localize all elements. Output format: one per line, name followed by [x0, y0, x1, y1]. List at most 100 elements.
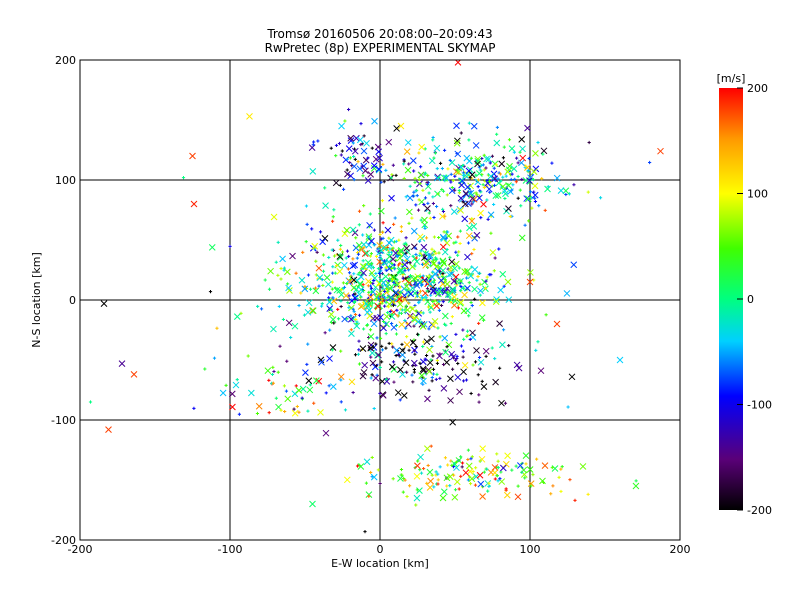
- scatter-point: [551, 465, 559, 472]
- scatter-point: [380, 348, 385, 352]
- scatter-point: [559, 489, 563, 494]
- scatter-point: [461, 349, 465, 353]
- scatter-point: [304, 204, 309, 208]
- scatter-point: [465, 329, 470, 333]
- scatter-point: [457, 188, 461, 193]
- scatter-point: [449, 321, 453, 326]
- scatter-point: [389, 250, 394, 254]
- scatter-point: [118, 360, 126, 367]
- scatter-point: [415, 291, 420, 295]
- scatter-point: [379, 392, 387, 399]
- scatter-point: [357, 223, 361, 227]
- scatter-point: [414, 256, 418, 260]
- scatter-point: [466, 468, 474, 475]
- scatter-point: [385, 239, 393, 247]
- scatter-point: [335, 264, 339, 268]
- scatter-point: [424, 296, 428, 300]
- scatter-point: [419, 471, 424, 475]
- scatter-point: [327, 297, 332, 302]
- scatter-point: [302, 369, 309, 376]
- scatter-point: [383, 296, 387, 300]
- scatter-point: [365, 323, 369, 328]
- scatter-point: [434, 204, 439, 209]
- scatter-point: [450, 277, 458, 285]
- scatter-point: [418, 289, 423, 293]
- scatter-point: [470, 223, 478, 230]
- scatter-point: [235, 378, 239, 382]
- scatter-point: [383, 304, 387, 308]
- scatter-point: [493, 356, 497, 361]
- scatter-point: [384, 301, 388, 305]
- scatter-point: [498, 160, 506, 168]
- scatter-point: [300, 396, 304, 400]
- scatter-point: [460, 465, 464, 469]
- scatter-point: [326, 298, 333, 306]
- scatter-point: [430, 473, 434, 477]
- scatter-point: [573, 498, 577, 502]
- scatter-point: [461, 173, 465, 177]
- scatter-point: [427, 388, 431, 392]
- scatter-point: [379, 237, 383, 241]
- scatter-point: [438, 269, 442, 274]
- scatter-point: [353, 157, 357, 161]
- scatter-point: [432, 235, 437, 239]
- scatter-point: [354, 236, 358, 240]
- scatter-point: [270, 372, 275, 377]
- scatter-point: [203, 367, 207, 371]
- scatter-point: [276, 240, 280, 244]
- scatter-point: [392, 222, 396, 226]
- scatter-point: [341, 315, 349, 323]
- y-tick-label: 100: [55, 174, 76, 187]
- scatter-point: [502, 284, 506, 288]
- scatter-point: [344, 256, 348, 260]
- scatter-point: [450, 208, 458, 215]
- scatter-point: [352, 154, 356, 159]
- y-tick-label: -100: [51, 414, 76, 427]
- scatter-point: [456, 361, 460, 366]
- scatter-point: [518, 234, 526, 242]
- scatter-point: [503, 401, 508, 405]
- scatter-point: [417, 453, 424, 461]
- scatter-point: [313, 377, 320, 384]
- scatter-point: [464, 253, 471, 261]
- scatter-point: [219, 389, 227, 397]
- scatter-point: [414, 344, 418, 349]
- scatter-point: [367, 344, 375, 352]
- scatter-point: [455, 168, 460, 172]
- scatter-point: [421, 382, 425, 386]
- scatter-point: [478, 282, 482, 286]
- scatter-point: [386, 295, 390, 299]
- scatter-point: [247, 389, 255, 397]
- scatter-point: [469, 329, 476, 337]
- scatter-point: [378, 481, 382, 486]
- scatter-point: [416, 233, 424, 241]
- scatter-point: [423, 226, 427, 231]
- scatter-point: [308, 144, 316, 151]
- scatter-point: [364, 177, 372, 184]
- scatter-point: [450, 271, 454, 275]
- scatter-point: [364, 259, 372, 266]
- scatter-point: [454, 250, 458, 254]
- scatter-point: [318, 230, 323, 234]
- scatter-point: [410, 359, 418, 367]
- scatter-point: [402, 476, 406, 481]
- scatter-point: [423, 445, 431, 452]
- scatter-point: [426, 201, 430, 206]
- scatter-point: [308, 383, 312, 387]
- scatter-point: [302, 313, 307, 317]
- chart-subtitle: RwPretec (8p) EXPERIMENTAL SKYMAP: [265, 41, 496, 55]
- scatter-point: [456, 388, 463, 396]
- scatter-point: [352, 310, 356, 314]
- scatter-point: [340, 261, 348, 269]
- scatter-point: [330, 297, 338, 305]
- scatter-point: [279, 277, 283, 281]
- scatter-point: [473, 360, 478, 364]
- scatter-point: [474, 157, 482, 165]
- scatter-point: [404, 241, 408, 245]
- scatter-point: [522, 452, 530, 459]
- scatter-point: [339, 287, 343, 292]
- scatter-point: [356, 281, 364, 288]
- scatter-point: [481, 163, 485, 167]
- scatter-point: [399, 225, 404, 229]
- scatter-point: [353, 292, 357, 296]
